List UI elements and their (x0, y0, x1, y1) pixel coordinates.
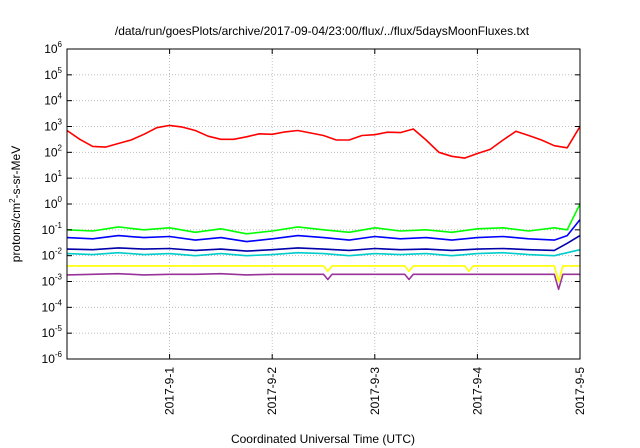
y-tick-label-exponent: 3 (58, 118, 63, 127)
axis-layer: 10-610-510-410-310-210-11001011021031041… (42, 40, 587, 415)
y-tick-label-exponent: -4 (55, 298, 63, 307)
y-tick-label-exponent: 1 (58, 169, 63, 178)
y-tick-label-exponent: 4 (58, 92, 63, 101)
y-tick-label: 10-1 (42, 221, 63, 237)
y-tick-label: 10-5 (42, 324, 63, 340)
y-tick-label: 10-3 (42, 273, 63, 289)
series-line-6 (67, 265, 580, 283)
y-tick-label-base: 10 (44, 171, 58, 185)
series-line-5 (66, 248, 581, 257)
y-tick-label: 105 (44, 66, 62, 82)
y-tick-label-base: 10 (42, 300, 56, 314)
y-tick-label-base: 10 (44, 94, 58, 108)
y-tick-label: 10-6 (42, 350, 63, 366)
y-tick-label: 101 (44, 169, 62, 185)
series-line-3 (66, 219, 581, 243)
series-line-4 (66, 234, 581, 252)
y-axis-title-superscript: 2 (8, 198, 17, 203)
y-tick-label-base: 10 (44, 197, 58, 211)
y-tick-label: 102 (44, 143, 62, 159)
x-tick-label: 2017-9-1 (163, 367, 177, 415)
y-tick-label: 104 (44, 92, 62, 108)
y-tick-label-exponent: 6 (58, 40, 63, 49)
y-tick-label-base: 10 (42, 275, 56, 289)
y-tick-label-exponent: -1 (55, 221, 63, 230)
y-tick-label-base: 10 (42, 352, 56, 366)
y-tick-label: 10-4 (42, 298, 63, 314)
y-tick-label-base: 10 (42, 223, 56, 237)
y-tick-label-base: 10 (44, 145, 58, 159)
y-tick-label-base: 10 (44, 42, 58, 56)
y-axis-title-prefix: protons/cm (9, 203, 23, 262)
y-axis-title-suffix: -s-sr-MeV (9, 146, 23, 199)
y-tick-label-exponent: 2 (58, 143, 63, 152)
y-tick-label-exponent: 0 (58, 195, 63, 204)
y-tick-label-base: 10 (44, 68, 58, 82)
series-line-2 (66, 203, 581, 235)
series-line-1 (66, 124, 581, 159)
series-layer (66, 124, 581, 291)
y-tick-label: 10-2 (42, 247, 63, 263)
x-axis-title: Coordinated Universal Time (UTC) (231, 432, 415, 446)
x-tick-label: 2017-9-4 (470, 367, 484, 415)
y-tick-label-base: 10 (42, 326, 56, 340)
y-tick-label-exponent: -3 (55, 273, 63, 282)
y-tick-label: 106 (44, 40, 62, 56)
chart-title: /data/run/goesPlots/archive/2017-09-04/2… (115, 24, 530, 38)
y-axis-title: protons/cm2-s-sr-MeV (8, 146, 23, 262)
y-tick-label-exponent: 5 (58, 66, 63, 75)
series-line-7 (66, 272, 580, 291)
y-tick-label-exponent: -2 (55, 247, 63, 256)
y-tick-label: 103 (44, 118, 62, 134)
x-tick-label: 2017-9-3 (368, 367, 382, 415)
x-tick-label: 2017-9-2 (265, 367, 279, 415)
y-tick-label-exponent: -5 (55, 324, 63, 333)
y-tick-label-base: 10 (44, 120, 58, 134)
grid-layer (67, 49, 580, 359)
y-tick-label-exponent: -6 (55, 350, 63, 359)
y-tick-label: 100 (44, 195, 62, 211)
x-tick-label: 2017-9-5 (573, 367, 587, 415)
y-tick-label-base: 10 (42, 249, 56, 263)
